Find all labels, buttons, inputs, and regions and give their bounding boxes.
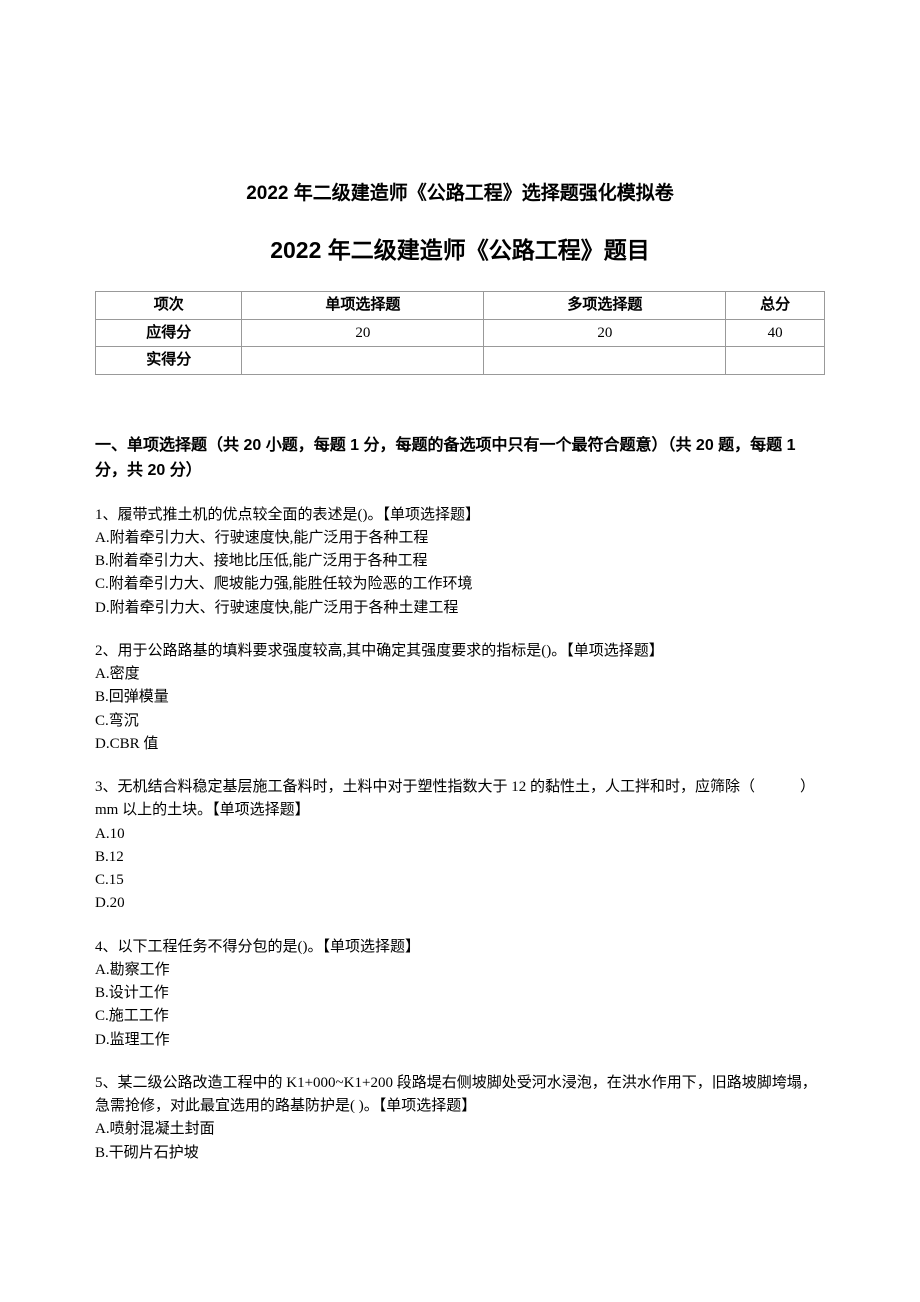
question-3: 3、无机结合料稳定基层施工备料时，土料中对于塑性指数大于 12 的黏性土，人工拌… (95, 776, 825, 916)
question-option: B.干砌片石护坡 (95, 1142, 825, 1165)
question-option: B.附着牵引力大、接地比压低,能广泛用于各种工程 (95, 550, 825, 573)
question-stem: 1、履带式推土机的优点较全面的表述是()。【单项选择题】 (95, 504, 825, 527)
th-single: 单项选择题 (242, 292, 484, 320)
question-option: B.设计工作 (95, 982, 825, 1005)
cell-expected-single: 20 (242, 319, 484, 347)
question-option: D.CBR 值 (95, 733, 825, 756)
question-option: D.监理工作 (95, 1029, 825, 1052)
cell-actual-multi (484, 347, 726, 375)
row-label-expected: 应得分 (96, 319, 242, 347)
question-stem: 4、以下工程任务不得分包的是()。【单项选择题】 (95, 936, 825, 959)
question-4: 4、以下工程任务不得分包的是()。【单项选择题】 A.勘察工作 B.设计工作 C… (95, 936, 825, 1052)
question-stem: 5、某二级公路改造工程中的 K1+000~K1+200 段路堤右侧坡脚处受河水浸… (95, 1072, 825, 1119)
question-option: A.附着牵引力大、行驶速度快,能广泛用于各种工程 (95, 527, 825, 550)
doc-title-main: 2022 年二级建造师《公路工程》题目 (95, 233, 825, 268)
question-stem: 3、无机结合料稳定基层施工备料时，土料中对于塑性指数大于 12 的黏性土，人工拌… (95, 776, 825, 823)
doc-title-sub: 2022 年二级建造师《公路工程》选择题强化模拟卷 (95, 180, 825, 209)
question-option: C.15 (95, 869, 825, 892)
question-option: C.施工工作 (95, 1005, 825, 1028)
question-option: C.附着牵引力大、爬坡能力强,能胜任较为险恶的工作环境 (95, 573, 825, 596)
table-row: 应得分 20 20 40 (96, 319, 825, 347)
question-2: 2、用于公路路基的填料要求强度较高,其中确定其强度要求的指标是()。【单项选择题… (95, 640, 825, 756)
section-header-single: 一、单项选择题（共 20 小题，每题 1 分，每题的备选项中只有一个最符合题意）… (95, 433, 825, 484)
question-1: 1、履带式推土机的优点较全面的表述是()。【单项选择题】 A.附着牵引力大、行驶… (95, 504, 825, 620)
question-option: C.弯沉 (95, 710, 825, 733)
question-option: D.20 (95, 892, 825, 915)
row-label-actual: 实得分 (96, 347, 242, 375)
question-option: A.勘察工作 (95, 959, 825, 982)
question-option: A.喷射混凝土封面 (95, 1118, 825, 1141)
table-header-row: 项次 单项选择题 多项选择题 总分 (96, 292, 825, 320)
cell-expected-multi: 20 (484, 319, 726, 347)
th-item: 项次 (96, 292, 242, 320)
cell-expected-total: 40 (726, 319, 825, 347)
question-option: A.10 (95, 823, 825, 846)
th-total: 总分 (726, 292, 825, 320)
question-stem: 2、用于公路路基的填料要求强度较高,其中确定其强度要求的指标是()。【单项选择题… (95, 640, 825, 663)
cell-actual-total (726, 347, 825, 375)
question-option: A.密度 (95, 663, 825, 686)
question-option: B.12 (95, 846, 825, 869)
question-option: D.附着牵引力大、行驶速度快,能广泛用于各种土建工程 (95, 597, 825, 620)
cell-actual-single (242, 347, 484, 375)
question-option: B.回弹模量 (95, 686, 825, 709)
question-5: 5、某二级公路改造工程中的 K1+000~K1+200 段路堤右侧坡脚处受河水浸… (95, 1072, 825, 1165)
th-multi: 多项选择题 (484, 292, 726, 320)
score-table: 项次 单项选择题 多项选择题 总分 应得分 20 20 40 实得分 (95, 291, 825, 375)
table-row: 实得分 (96, 347, 825, 375)
